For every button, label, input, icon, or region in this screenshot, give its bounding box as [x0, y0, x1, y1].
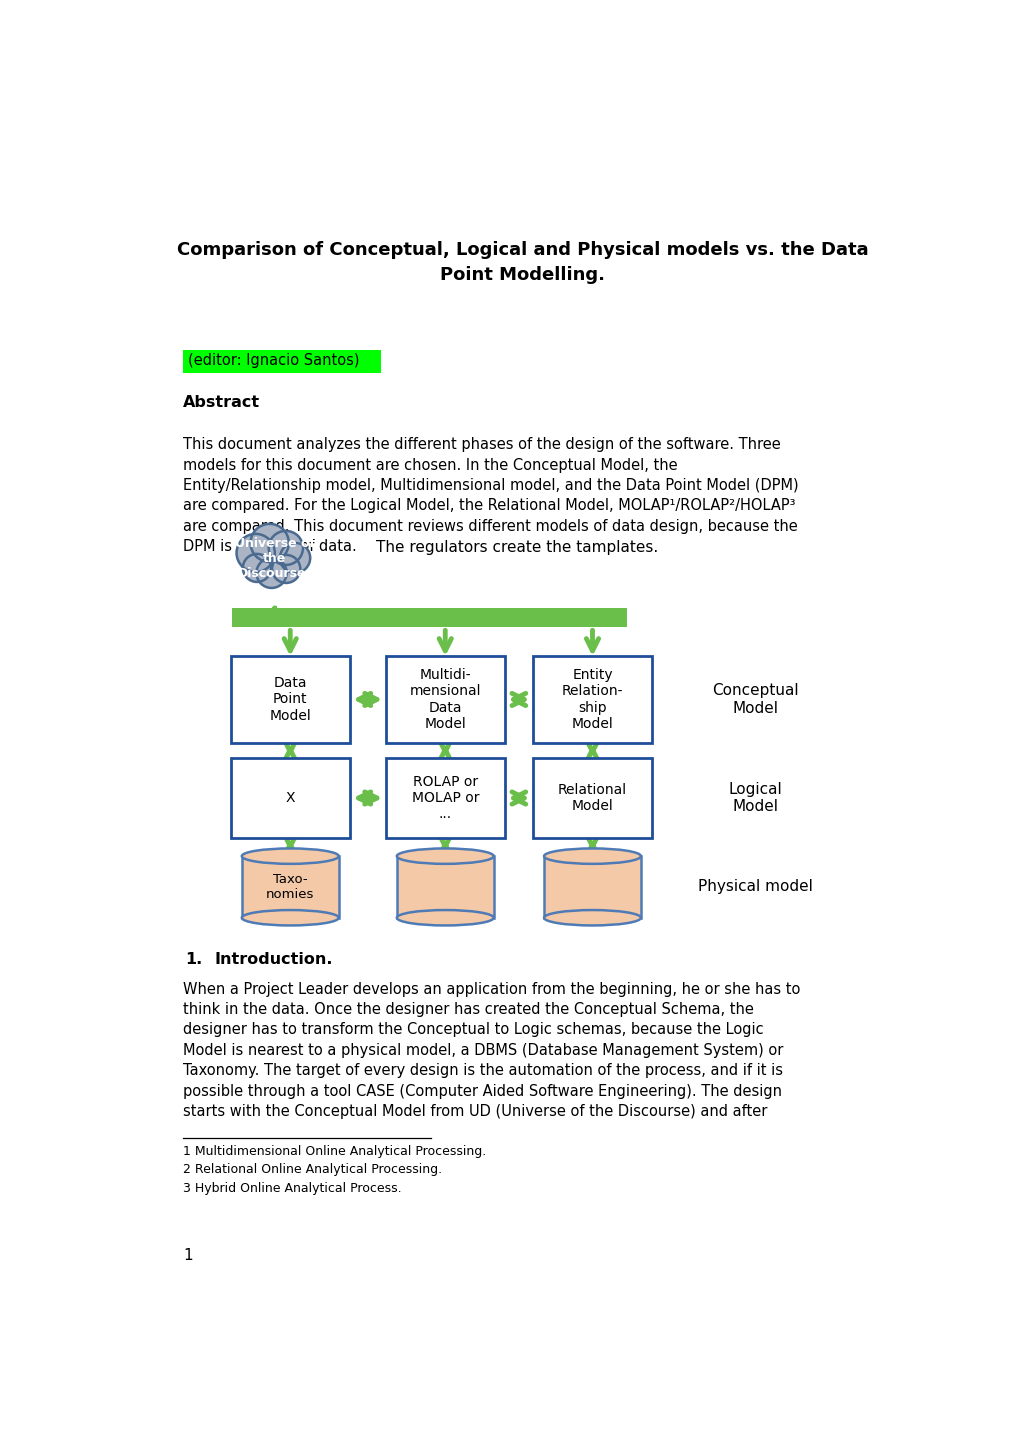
- FancyBboxPatch shape: [183, 351, 380, 374]
- Text: Multidi-
mensional
Data
Model: Multidi- mensional Data Model: [409, 668, 481, 730]
- Text: 1: 1: [183, 1248, 193, 1263]
- Text: Data
Point
Model: Data Point Model: [269, 677, 311, 723]
- Text: Introduction.: Introduction.: [214, 952, 332, 967]
- Ellipse shape: [396, 911, 493, 925]
- Text: Model is nearest to a physical model, a DBMS (Database Management System) or: Model is nearest to a physical model, a …: [183, 1043, 783, 1058]
- Circle shape: [251, 524, 288, 561]
- Text: Taxonomy. The target of every design is the automation of the process, and if it: Taxonomy. The target of every design is …: [183, 1063, 783, 1078]
- Ellipse shape: [543, 911, 640, 925]
- Text: Taxo-
nomies: Taxo- nomies: [266, 873, 314, 900]
- Text: 2 Relational Online Analytical Processing.: 2 Relational Online Analytical Processin…: [183, 1163, 442, 1176]
- FancyBboxPatch shape: [543, 856, 640, 918]
- FancyBboxPatch shape: [385, 657, 504, 743]
- FancyBboxPatch shape: [230, 759, 350, 838]
- Ellipse shape: [242, 911, 338, 925]
- Text: Logical
Model: Logical Model: [728, 782, 782, 814]
- FancyBboxPatch shape: [242, 856, 338, 918]
- Text: 1 Multidimensional Online Analytical Processing.: 1 Multidimensional Online Analytical Pro…: [183, 1144, 486, 1157]
- Circle shape: [243, 554, 271, 582]
- Text: starts with the Conceptual Model from UD (Universe of the Discourse) and after: starts with the Conceptual Model from UD…: [183, 1104, 767, 1120]
- Text: think in the data. Once the designer has created the Conceptual Schema, the: think in the data. Once the designer has…: [183, 1001, 753, 1017]
- Text: are compared. For the Logical Model, the Relational Model, MOLAP¹/ROLAP²/HOLAP³: are compared. For the Logical Model, the…: [183, 498, 795, 514]
- Ellipse shape: [543, 848, 640, 864]
- Text: Relational
Model: Relational Model: [557, 784, 627, 812]
- Ellipse shape: [396, 848, 493, 864]
- Text: Comparison of Conceptual, Logical and Physical models vs. the Data: Comparison of Conceptual, Logical and Ph…: [176, 241, 868, 258]
- Text: 3 Hybrid Online Analytical Process.: 3 Hybrid Online Analytical Process.: [183, 1182, 401, 1195]
- Text: X: X: [285, 791, 294, 805]
- Circle shape: [236, 534, 274, 571]
- Text: The regulators create the tamplates.: The regulators create the tamplates.: [375, 540, 657, 556]
- Text: Abstract: Abstract: [183, 395, 260, 410]
- Circle shape: [279, 543, 310, 573]
- Ellipse shape: [242, 848, 338, 864]
- FancyBboxPatch shape: [533, 657, 651, 743]
- FancyBboxPatch shape: [396, 856, 493, 918]
- Text: are compared. This document reviews different models of data design, because the: are compared. This document reviews diff…: [183, 519, 797, 534]
- FancyBboxPatch shape: [232, 608, 627, 628]
- Text: Universe of
the
Discourse.: Universe of the Discourse.: [234, 537, 315, 580]
- Circle shape: [272, 556, 300, 583]
- FancyBboxPatch shape: [533, 759, 651, 838]
- Text: Entity/Relationship model, Multidimensional model, and the Data Point Model (DPM: Entity/Relationship model, Multidimensio…: [183, 478, 798, 494]
- Circle shape: [256, 558, 286, 587]
- Text: Entity
Relation-
ship
Model: Entity Relation- ship Model: [561, 668, 623, 730]
- Text: This document analyzes the different phases of the design of the software. Three: This document analyzes the different pha…: [183, 437, 781, 452]
- Text: models for this document are chosen. In the Conceptual Model, the: models for this document are chosen. In …: [183, 457, 678, 473]
- Text: 1.: 1.: [184, 952, 202, 967]
- FancyBboxPatch shape: [230, 657, 350, 743]
- Circle shape: [268, 531, 303, 566]
- Text: Conceptual
Model: Conceptual Model: [711, 683, 798, 716]
- Text: ROLAP or
MOLAP or
...: ROLAP or MOLAP or ...: [411, 775, 479, 821]
- FancyBboxPatch shape: [385, 759, 504, 838]
- Text: (editor: Ignacio Santos): (editor: Ignacio Santos): [187, 352, 359, 368]
- Text: Point Modelling.: Point Modelling.: [440, 266, 604, 284]
- Text: possible through a tool CASE (Computer Aided Software Engineering). The design: possible through a tool CASE (Computer A…: [183, 1084, 782, 1098]
- Text: Physical model: Physical model: [697, 879, 812, 895]
- Text: DPM is a model of data.: DPM is a model of data.: [183, 540, 357, 554]
- Text: When a Project Leader develops an application from the beginning, he or she has : When a Project Leader develops an applic…: [183, 981, 800, 997]
- Text: designer has to transform the Conceptual to Logic schemas, because the Logic: designer has to transform the Conceptual…: [183, 1023, 763, 1038]
